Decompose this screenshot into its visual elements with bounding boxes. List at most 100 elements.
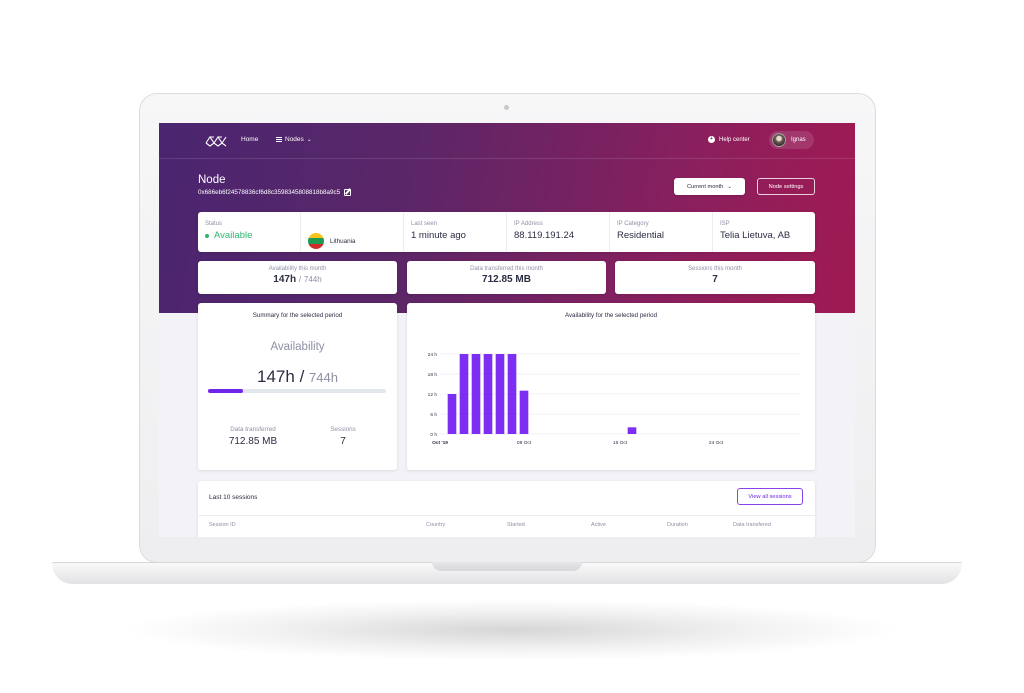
- availability-value: 147h / 744h: [198, 367, 397, 387]
- x-tick-label: 08 Oct: [517, 440, 532, 446]
- info-label: IP Category: [617, 221, 649, 227]
- top-nav: Home Nodes ⌄ + Help center Ignas: [159, 123, 855, 159]
- availability-label: Availability: [270, 341, 325, 353]
- y-tick-label: 24 h: [428, 352, 438, 358]
- help-center-label: Help center: [719, 136, 750, 143]
- sessions-title: Last 10 sessions: [209, 494, 258, 501]
- node-info-strip: Status Available Lithuania Last seen 1 m…: [198, 212, 815, 252]
- card-title: Summary for the selected period: [252, 312, 343, 319]
- page-title: Node: [198, 174, 226, 186]
- info-label: IP Address: [514, 221, 543, 227]
- mini-value: 7: [340, 436, 346, 447]
- node-id: 0x686eb6f24578836cf6d8c3598345808818b8a9…: [198, 189, 341, 196]
- user-menu[interactable]: Ignas: [769, 131, 814, 149]
- chart-bar: [447, 394, 457, 434]
- info-label: Status: [205, 221, 223, 227]
- network-logo-icon[interactable]: [205, 134, 227, 148]
- user-name: Ignas: [791, 137, 806, 143]
- info-country: Lithuania: [301, 212, 404, 252]
- x-tick-label: Oct '19: [432, 440, 448, 446]
- stat-data-transferred: Data transferred this month 712.85 MB: [407, 261, 606, 294]
- column-header[interactable]: Active: [591, 522, 606, 528]
- stat-label: Data transferred this month: [470, 266, 543, 272]
- status-dot-icon: [205, 233, 209, 238]
- progress-fill: [208, 389, 244, 393]
- country-value: Lithuania: [308, 221, 396, 249]
- help-icon: +: [708, 136, 715, 143]
- info-status: Status Available: [198, 212, 301, 252]
- y-tick-label: 0 h: [430, 432, 437, 438]
- availability-hours: 147h: [273, 274, 297, 285]
- mini-value: 712.85 MB: [228, 436, 278, 447]
- x-tick-label: 24 Oct: [709, 440, 724, 446]
- ip-category-value: Residential: [617, 230, 664, 241]
- x-tick-label: 16 Oct: [613, 440, 628, 446]
- chart-title: Availability for the selected period: [564, 312, 658, 319]
- availability-chart-card: Availability for the selected period 0 h…: [407, 303, 815, 470]
- period-dropdown[interactable]: Current month ⌄: [674, 178, 745, 195]
- column-header[interactable]: Country: [426, 522, 446, 528]
- view-all-sessions-button[interactable]: View all sessions: [737, 488, 803, 505]
- stat-value: 147h / 744h: [198, 274, 397, 285]
- availability-separator: /: [299, 367, 305, 386]
- column-header[interactable]: Duration: [667, 522, 688, 528]
- summary-data-transferred: Data transferred 712.85 MB: [220, 426, 286, 447]
- availability-chart: 0 h 6 h 12 h 18 h 24 h Oct '19 08 Oct 16 Oct 24 …: [428, 352, 800, 446]
- nav-nodes-menu[interactable]: Nodes ⌄: [276, 136, 312, 143]
- summary-sessions: Sessions 7: [318, 426, 368, 447]
- stat-label: Availability this month: [268, 266, 327, 272]
- last-seen-value: 1 minute ago: [411, 230, 466, 241]
- info-label: Last seen: [411, 221, 438, 227]
- info-ip-category: IP Category Residential: [610, 212, 713, 252]
- info-label: ISP: [720, 221, 730, 227]
- sessions-table-header: Session ID Country Started Active Durati…: [198, 515, 815, 531]
- stat-availability: Availability this month 147h / 744h: [198, 261, 397, 294]
- info-last-seen: Last seen 1 minute ago: [404, 212, 507, 252]
- availability-total: 744h: [309, 370, 338, 385]
- y-tick-label: 12 h: [428, 392, 438, 398]
- chart-bar: [495, 354, 505, 434]
- lithuania-flag-icon: [308, 233, 324, 249]
- nav-nodes-label: Nodes: [285, 136, 304, 143]
- sessions-card: Last 10 sessions View all sessions Sessi…: [198, 481, 815, 537]
- isp-value: Telia Lietuva, AB: [720, 230, 791, 241]
- availability-total: 744h: [303, 275, 322, 284]
- availability-hours: 147h: [257, 367, 295, 386]
- chevron-down-icon: ⌄: [306, 137, 312, 143]
- laptop-shadow: [130, 600, 894, 660]
- laptop-notch: [432, 562, 582, 571]
- chart-bar: [507, 354, 517, 434]
- chevron-down-icon: ⌄: [727, 183, 733, 190]
- mini-label: Data transferred: [230, 426, 276, 433]
- nav-home-link[interactable]: Home: [241, 136, 259, 143]
- ip-address-value: 88.119.191.24: [514, 230, 575, 241]
- webcam: [504, 105, 509, 110]
- mini-label: Sessions: [330, 426, 356, 433]
- y-tick-label: 18 h: [428, 372, 438, 378]
- info-ip-address: IP Address 88.119.191.24: [507, 212, 610, 252]
- node-id-row: 0x686eb6f24578836cf6d8c3598345808818b8a9…: [198, 189, 352, 196]
- chart-bar: [459, 354, 469, 434]
- summary-card: Summary for the selected period Availabi…: [198, 303, 397, 470]
- edit-icon[interactable]: [344, 189, 352, 196]
- help-center-link[interactable]: + Help center: [708, 136, 750, 143]
- status-value: Available: [205, 230, 293, 241]
- app-screen: Home Nodes ⌄ + Help center Ignas Node 0x…: [159, 123, 855, 537]
- stat-label: Sessions this month: [688, 266, 742, 272]
- column-header[interactable]: Started: [507, 522, 525, 528]
- availability-separator: /: [298, 275, 302, 284]
- status-text: Available: [214, 230, 253, 241]
- y-tick-label: 6 h: [430, 412, 437, 418]
- list-icon: [276, 137, 282, 142]
- column-header[interactable]: Session ID: [209, 522, 236, 528]
- node-settings-button[interactable]: Node settings: [757, 178, 815, 195]
- info-isp: ISP Telia Lietuva, AB: [713, 212, 815, 252]
- period-label: Current month: [686, 183, 724, 190]
- chart-bar: [519, 390, 529, 434]
- avatar: [772, 133, 786, 147]
- chart-bar: [483, 354, 493, 434]
- availability-progress-bar: [208, 389, 386, 393]
- stat-value: 712.85 MB: [482, 274, 531, 285]
- column-header[interactable]: Data transfered: [733, 522, 771, 528]
- stat-value: 7: [712, 274, 718, 285]
